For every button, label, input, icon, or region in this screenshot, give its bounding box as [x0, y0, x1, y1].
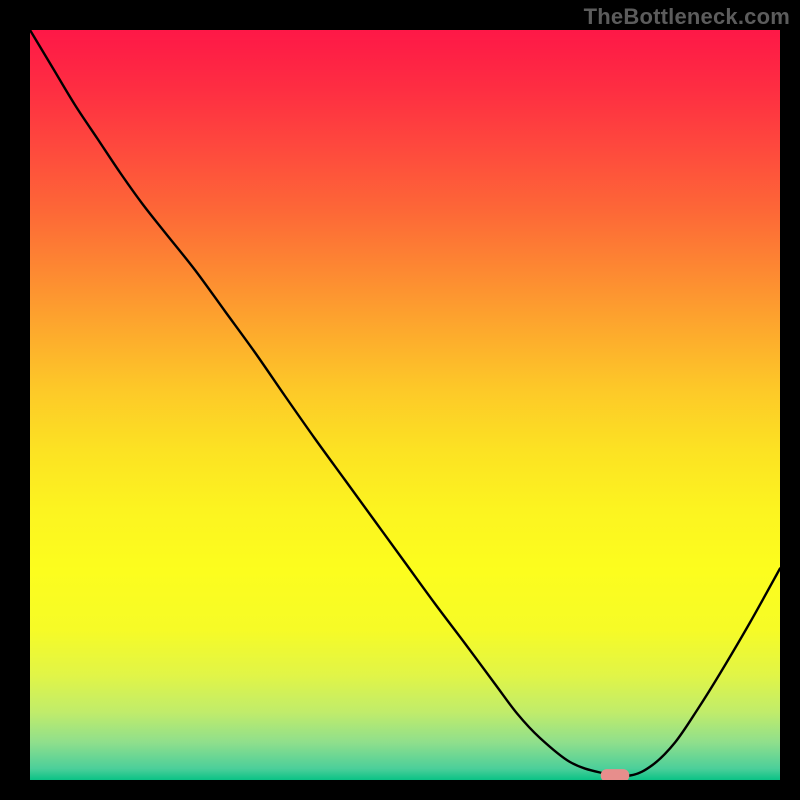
optimum-marker: [601, 769, 630, 782]
plot-background: [30, 30, 780, 780]
bottleneck-chart: [0, 0, 800, 800]
